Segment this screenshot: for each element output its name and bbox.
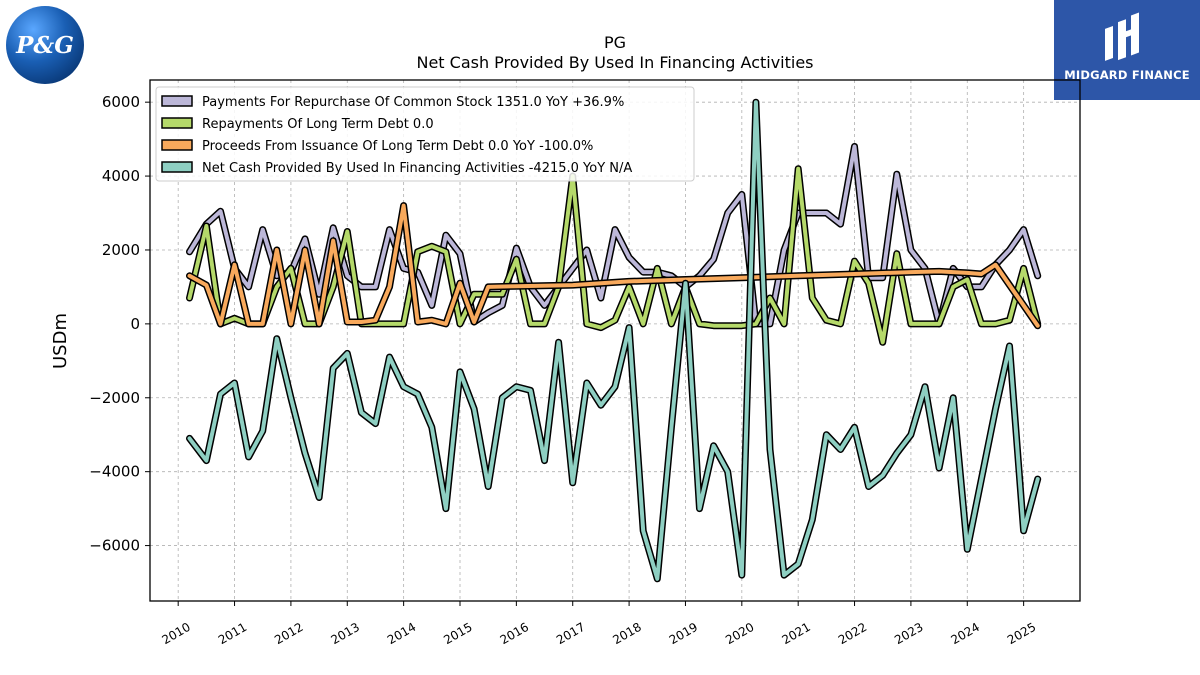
legend-label: Proceeds From Issuance Of Long Term Debt… — [202, 139, 593, 154]
chart-subtitle: Net Cash Provided By Used In Financing A… — [416, 53, 813, 72]
legend-box — [155, 86, 695, 182]
x-tick-label: 2016 — [498, 620, 531, 647]
x-tick-label: 2023 — [892, 620, 925, 647]
y-tick-label: −4000 — [89, 463, 140, 481]
x-tick-label: 2019 — [667, 620, 700, 647]
legend: Payments For Repurchase Of Common Stock … — [155, 86, 695, 182]
series-line — [187, 166, 1040, 345]
x-tick-label: 2024 — [949, 620, 982, 647]
x-tick-label: 2021 — [779, 620, 812, 647]
legend-swatch — [161, 139, 193, 151]
x-tick-label: 2018 — [610, 620, 643, 647]
x-tick-label: 2022 — [836, 620, 869, 647]
series-line — [187, 203, 1040, 328]
midgard-finance-text: MIDGARD FINANCE — [1064, 68, 1190, 82]
y-tick-label: 4000 — [102, 167, 140, 185]
y-tick-label: 2000 — [102, 241, 140, 259]
x-tick-label: 2013 — [329, 620, 362, 647]
x-tick-label: 2015 — [441, 620, 474, 647]
series-line — [187, 100, 1040, 581]
y-tick-label: 0 — [130, 315, 140, 333]
legend-swatch — [161, 95, 193, 107]
chart-title: PG — [604, 33, 626, 52]
legend-label: Repayments Of Long Term Debt 0.0 — [202, 117, 434, 132]
legend-swatch — [161, 161, 193, 173]
midgard-finance-logo: MIDGARD FINANCE — [1054, 0, 1200, 100]
x-tick-label: 2010 — [159, 620, 192, 647]
x-tick-label: 2014 — [385, 620, 418, 647]
y-tick-label: −6000 — [89, 537, 140, 555]
pg-logo-text: P&G — [15, 32, 74, 59]
pg-logo: P&G — [5, 5, 85, 85]
x-tick-label: 2017 — [554, 620, 587, 647]
x-tick-label: 2012 — [272, 620, 305, 647]
legend-label: Payments For Repurchase Of Common Stock … — [202, 95, 624, 110]
midgard-mark-icon — [1105, 12, 1139, 61]
legend-label: Net Cash Provided By Used In Financing A… — [202, 161, 632, 176]
x-tick-label: 2020 — [723, 620, 756, 647]
series-lines — [186, 98, 1042, 583]
plot-frame — [149, 79, 1081, 602]
x-tick-label: 2011 — [216, 620, 249, 647]
x-tick-label: 2025 — [1005, 620, 1038, 647]
y-tick-label: −2000 — [89, 389, 140, 407]
legend-swatch — [161, 117, 193, 129]
series-line — [187, 144, 1040, 326]
y-tick-label: 6000 — [102, 93, 140, 111]
y-axis-label: USDm — [50, 313, 71, 369]
